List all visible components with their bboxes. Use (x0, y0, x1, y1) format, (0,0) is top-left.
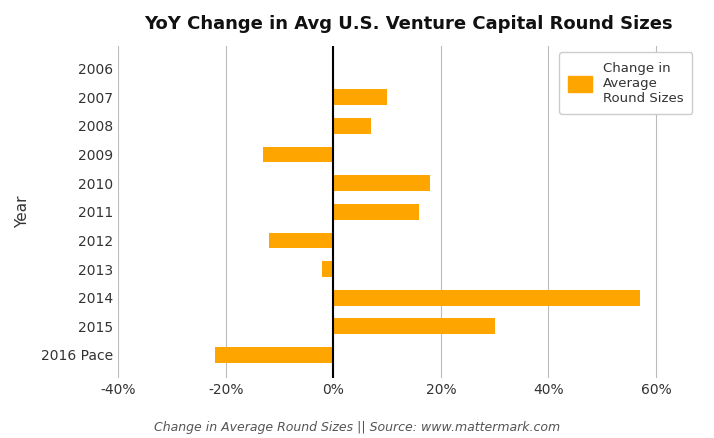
Bar (268, 233, 333, 248)
Bar (333, 290, 640, 306)
Bar (323, 261, 333, 277)
Bar (333, 118, 371, 134)
Title: YoY Change in Avg U.S. Venture Capital Round Sizes: YoY Change in Avg U.S. Venture Capital R… (144, 15, 673, 33)
Bar (333, 175, 430, 191)
Bar (263, 147, 333, 162)
Bar (215, 347, 333, 363)
Legend: Change in
Average
Round Sizes: Change in Average Round Sizes (559, 52, 693, 114)
Text: Change in Average Round Sizes || Source: www.mattermark.com: Change in Average Round Sizes || Source:… (154, 420, 560, 434)
Y-axis label: Year: Year (15, 195, 30, 228)
Bar (333, 89, 387, 105)
Bar (333, 204, 419, 219)
Bar (333, 318, 495, 334)
